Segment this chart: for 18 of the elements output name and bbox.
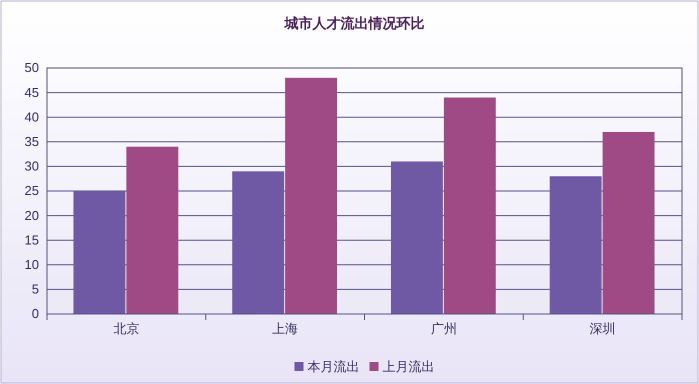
y-tick-label: 35: [24, 134, 39, 149]
x-tick-label: 北京: [113, 321, 140, 336]
y-tick-label: 40: [24, 109, 39, 124]
legend-label: 本月流出: [308, 359, 360, 375]
x-tick-label: 上海: [272, 321, 298, 336]
y-tick-label: 50: [24, 60, 39, 76]
y-tick-label: 30: [24, 158, 39, 174]
y-tick-label: 20: [24, 208, 39, 223]
y-tick-label: 0: [32, 306, 39, 322]
y-tick-label: 5: [32, 282, 39, 297]
legend-label: 上月流出: [382, 359, 434, 375]
chart-title: 城市人才流出情况环比: [284, 15, 424, 32]
y-tick-label: 15: [24, 232, 39, 248]
y-tick-label: 10: [24, 256, 39, 272]
x-tick-label: 广州: [430, 321, 457, 336]
y-tick-label: 25: [24, 183, 39, 198]
y-tick-label: 45: [24, 84, 39, 100]
x-tick-label: 深圳: [590, 321, 616, 336]
